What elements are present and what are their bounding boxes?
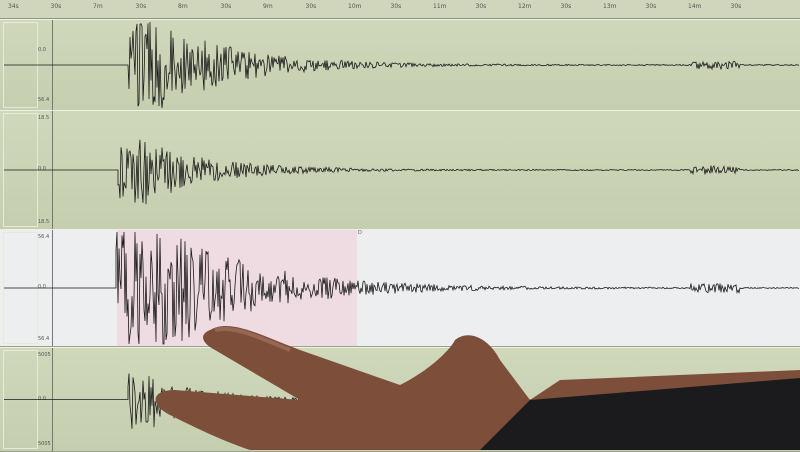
hand xyxy=(0,0,800,450)
